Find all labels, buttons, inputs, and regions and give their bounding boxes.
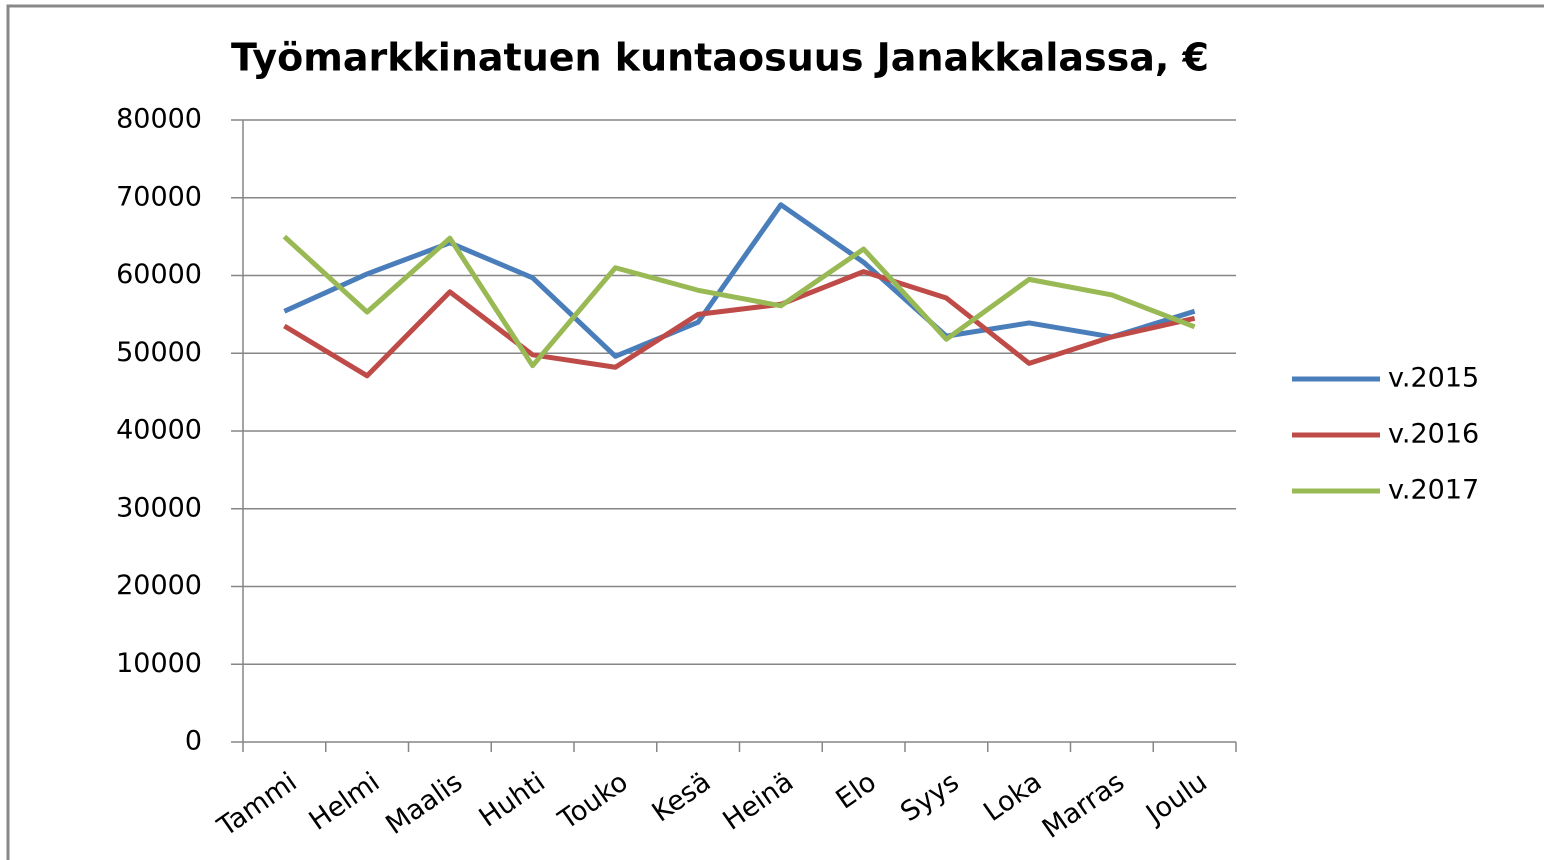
chart-title: Työmarkkinatuen kuntaosuus Janakkalassa,… bbox=[231, 36, 1209, 80]
y-tick-label: 60000 bbox=[116, 259, 202, 290]
legend-label: v.2016 bbox=[1388, 419, 1479, 450]
legend-label: v.2017 bbox=[1388, 475, 1479, 506]
y-tick-label: 50000 bbox=[116, 337, 202, 368]
legend-label: v.2015 bbox=[1388, 363, 1479, 394]
y-tick-label: 70000 bbox=[116, 181, 202, 212]
y-tick-label: 10000 bbox=[116, 648, 202, 679]
y-tick-label: 0 bbox=[185, 726, 202, 757]
y-tick-label: 40000 bbox=[116, 415, 202, 446]
y-tick-label: 20000 bbox=[116, 570, 202, 601]
line-series bbox=[282, 234, 1196, 369]
line-series bbox=[283, 269, 1196, 379]
y-tick-label: 80000 bbox=[116, 104, 202, 135]
chart-frame bbox=[6, 4, 1544, 860]
y-tick-label: 30000 bbox=[116, 492, 202, 523]
